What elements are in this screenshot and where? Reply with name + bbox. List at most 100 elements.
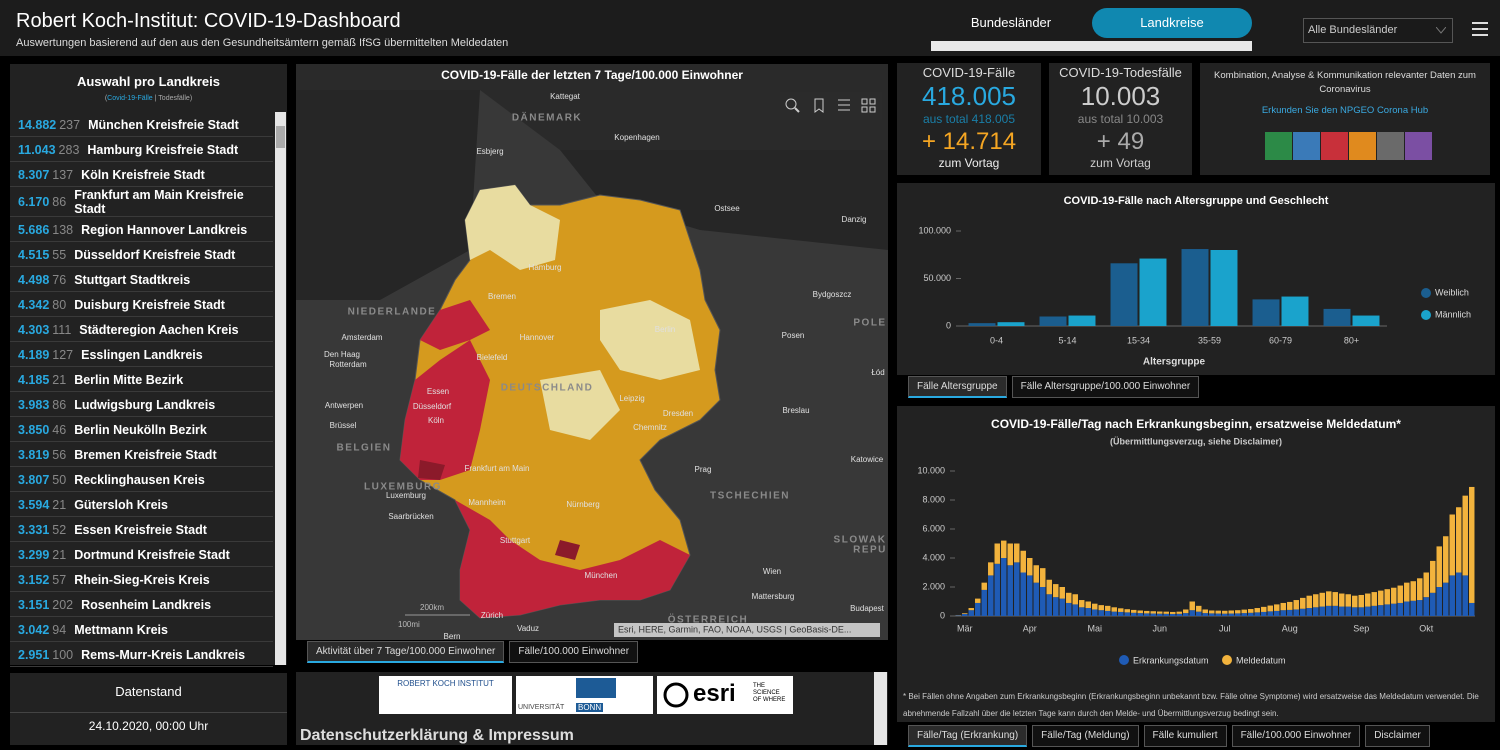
- city-label: Brüssel: [330, 421, 357, 430]
- district-row[interactable]: 3.594 21 Gütersloh Kreis: [10, 492, 273, 517]
- tab[interactable]: Fälle/100.000 Einwohner: [1231, 725, 1361, 747]
- district-row[interactable]: 4.342 80 Duisburg Kreisfreie Stadt: [10, 292, 273, 317]
- death-count: 202: [52, 597, 74, 612]
- district-row[interactable]: 3.299 21 Dortmund Kreisfreie Stadt: [10, 542, 273, 567]
- hub-link[interactable]: Erkunden Sie den NPGEO Corona Hub: [1261, 105, 1429, 116]
- map-toolbar: [780, 92, 882, 120]
- district-row[interactable]: 4.185 21 Berlin Mitte Bezirk: [10, 367, 273, 392]
- district-row[interactable]: 3.819 56 Bremen Kreisfreie Stadt: [10, 442, 273, 467]
- bonn-text: UNIVERSITÄT: [518, 704, 565, 711]
- tab[interactable]: Fälle/Tag (Erkrankung): [908, 725, 1028, 747]
- scroll-thumb[interactable]: [276, 126, 285, 148]
- dropdown-label: Alle Bundesländer: [1308, 24, 1398, 36]
- city-label: Hannover: [520, 333, 555, 342]
- bar-segment: [1313, 594, 1319, 608]
- bar-segment: [1202, 609, 1208, 614]
- menu-icon[interactable]: [1472, 22, 1488, 36]
- bar-segment: [1287, 601, 1293, 610]
- list-scrollbar[interactable]: [275, 112, 286, 665]
- legend-marker: [1119, 655, 1129, 665]
- tab[interactable]: Aktivität über 7 Tage/100.000 Einwohner: [307, 641, 505, 663]
- bar-segment: [1163, 613, 1169, 616]
- bar-segment: [1345, 606, 1351, 616]
- dropdown[interactable]: Alle Bundesländer: [1303, 18, 1453, 43]
- hub-icon[interactable]: [1321, 132, 1348, 160]
- district-row[interactable]: 3.152 57 Rhein-Sieg-Kreis Kreis: [10, 567, 273, 592]
- death-count: 100: [52, 647, 74, 662]
- tab[interactable]: Fälle Altersgruppe/100.000 Einwohner: [1011, 376, 1200, 398]
- region-high[interactable]: [420, 300, 490, 350]
- tab[interactable]: Fälle kumuliert: [1143, 725, 1227, 747]
- district-row[interactable]: 4.498 76 Stuttgart Stadtkreis: [10, 267, 273, 292]
- bar: [1252, 299, 1280, 326]
- region-high[interactable]: [455, 500, 690, 618]
- bar-segment: [1267, 611, 1273, 616]
- district-name: München Kreisfreie Stadt: [88, 117, 239, 132]
- region-very-high[interactable]: [418, 460, 580, 560]
- tab-landkreise[interactable]: Landkreise: [1092, 8, 1252, 38]
- bar: [1323, 308, 1351, 326]
- tab[interactable]: Fälle/100.000 Einwohner: [509, 641, 639, 663]
- bar-segment: [955, 615, 961, 616]
- scrollbar[interactable]: [931, 41, 1252, 51]
- map[interactable]: Kattegat DÄNEMARK Kopenhagen Esbjerg Ostsee D…: [296, 64, 888, 641]
- search-icon[interactable]: [785, 98, 797, 110]
- kpi-delta: + 14.714: [921, 128, 1017, 155]
- bar-segment: [1339, 606, 1345, 616]
- bar-segment: [1118, 611, 1124, 616]
- city-label: Leipzig: [619, 394, 644, 403]
- district-row[interactable]: 3.850 46 Berlin Neukölln Bezirk: [10, 417, 273, 442]
- region-low[interactable]: [465, 185, 560, 270]
- esri-logo[interactable]: esri THE SCIENCE OF WHERE: [657, 676, 793, 714]
- city-label: Esbjerg: [476, 147, 503, 156]
- city-label: Rotterdam: [329, 360, 367, 369]
- bar-segment: [1228, 613, 1234, 616]
- hub-icon[interactable]: [1265, 132, 1292, 160]
- tab[interactable]: Fälle Altersgruppe: [908, 376, 1007, 398]
- region-low[interactable]: [540, 370, 620, 440]
- tab[interactable]: Disclaimer: [1365, 725, 1430, 747]
- district-row[interactable]: 3.042 94 Mettmann Kreis: [10, 617, 273, 642]
- death-count: 21: [52, 372, 67, 387]
- country-label: DÄNEMARK: [512, 111, 582, 124]
- district-row[interactable]: 4.189 127 Esslingen Landkreis: [10, 342, 273, 367]
- tab-bundeslaender[interactable]: Bundesländer: [970, 15, 1052, 30]
- tab[interactable]: Fälle/Tag (Meldung): [1032, 725, 1139, 747]
- legend-marker: [1222, 655, 1232, 665]
- district-row[interactable]: 3.807 50 Recklinghausen Kreis: [10, 467, 273, 492]
- bonn-logo[interactable]: UNIVERSITÄT BONN: [516, 676, 653, 714]
- district-row[interactable]: 11.043 283 Hamburg Kreisfreie Stadt: [10, 137, 273, 162]
- district-row[interactable]: 3.983 86 Ludwigsburg Landkreis: [10, 392, 273, 417]
- hub-icon[interactable]: [1405, 132, 1432, 160]
- hub-icon[interactable]: [1349, 132, 1376, 160]
- app-subtitle: Auswertungen basierend auf den aus den G…: [16, 37, 509, 49]
- district-row[interactable]: 5.686 138 Region Hannover Landkreis: [10, 217, 273, 242]
- bookmark-icon[interactable]: [814, 98, 824, 113]
- city-label: Posen: [782, 331, 805, 340]
- district-row[interactable]: 4.515 55 Düsseldorf Kreisfreie Stadt: [10, 242, 273, 267]
- district-row[interactable]: 8.307 137 Köln Kreisfreie Stadt: [10, 162, 273, 187]
- list-icon[interactable]: [838, 99, 850, 111]
- rki-logo[interactable]: ROBERT KOCH INSTITUT: [379, 676, 512, 714]
- district-row[interactable]: 14.882 237 München Kreisfreie Stadt: [10, 112, 273, 137]
- bar-segment: [1079, 607, 1085, 616]
- death-count: 57: [52, 572, 67, 587]
- hub-icon[interactable]: [1293, 132, 1320, 160]
- bar-segment: [1059, 587, 1065, 599]
- bar-segment: [1319, 606, 1325, 616]
- privacy-heading[interactable]: Datenschutzerklärung & Impressum: [300, 727, 574, 744]
- district-row[interactable]: 3.331 52 Essen Kreisfreie Stadt: [10, 517, 273, 542]
- district-row[interactable]: 4.303 111 Städteregion Aachen Kreis: [10, 317, 273, 342]
- region-high[interactable]: [400, 340, 490, 480]
- grid-icon[interactable]: [861, 98, 876, 113]
- hub-icon[interactable]: [1377, 132, 1404, 160]
- bar-segment: [1254, 612, 1260, 616]
- death-count: 111: [52, 322, 72, 337]
- district-row[interactable]: 2.951 100 Rems-Murr-Kreis Landkreis: [10, 642, 273, 667]
- city-label: Nürnberg: [566, 500, 599, 509]
- district-row[interactable]: 6.170 86 Frankfurt am Main Kreisfreie Stad…: [10, 187, 273, 217]
- region-low[interactable]: [600, 300, 700, 380]
- district-row[interactable]: 3.151 202 Rosenheim Landkreis: [10, 592, 273, 617]
- bar-segment: [1222, 613, 1228, 616]
- footer-scrollbar[interactable]: [874, 672, 887, 745]
